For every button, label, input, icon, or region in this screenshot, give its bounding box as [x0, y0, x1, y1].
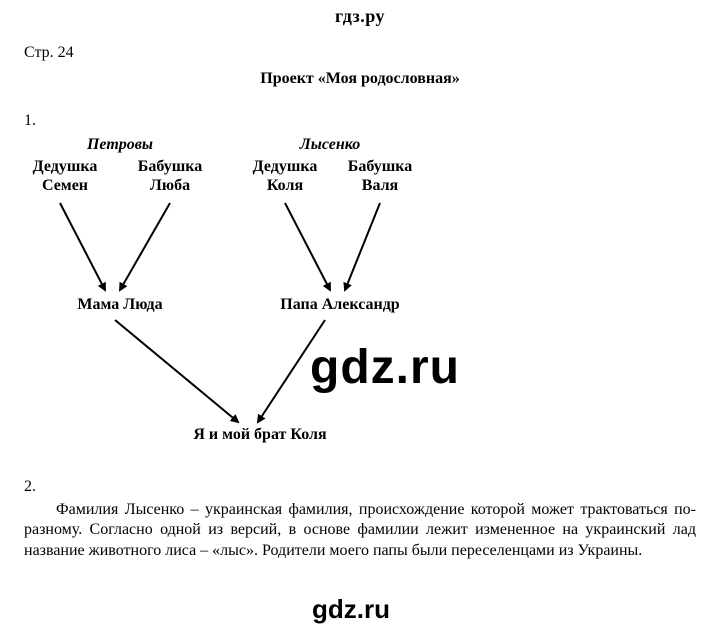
arrow-line [120, 203, 170, 290]
arrow-line [115, 320, 238, 422]
arrow-line [345, 203, 380, 290]
page-reference: Стр. 24 [24, 44, 74, 62]
watermark-bottom: gdz.ru [312, 594, 390, 625]
arrow-line [60, 203, 105, 290]
answer-paragraph: Фамилия Лысенко – украинская фамилия, пр… [24, 500, 696, 561]
question-2-number: 2. [24, 478, 36, 496]
tree-arrows-svg [20, 135, 700, 455]
family-tree-diagram: Петровы Лысенко Дедушка Семен Бабушка Лю… [20, 135, 700, 455]
site-logo-top: гдз.ру [0, 6, 720, 27]
project-title: Проект «Моя родословная» [0, 70, 720, 88]
arrow-line [258, 320, 325, 422]
arrow-line [285, 203, 330, 290]
question-1-number: 1. [24, 112, 36, 130]
